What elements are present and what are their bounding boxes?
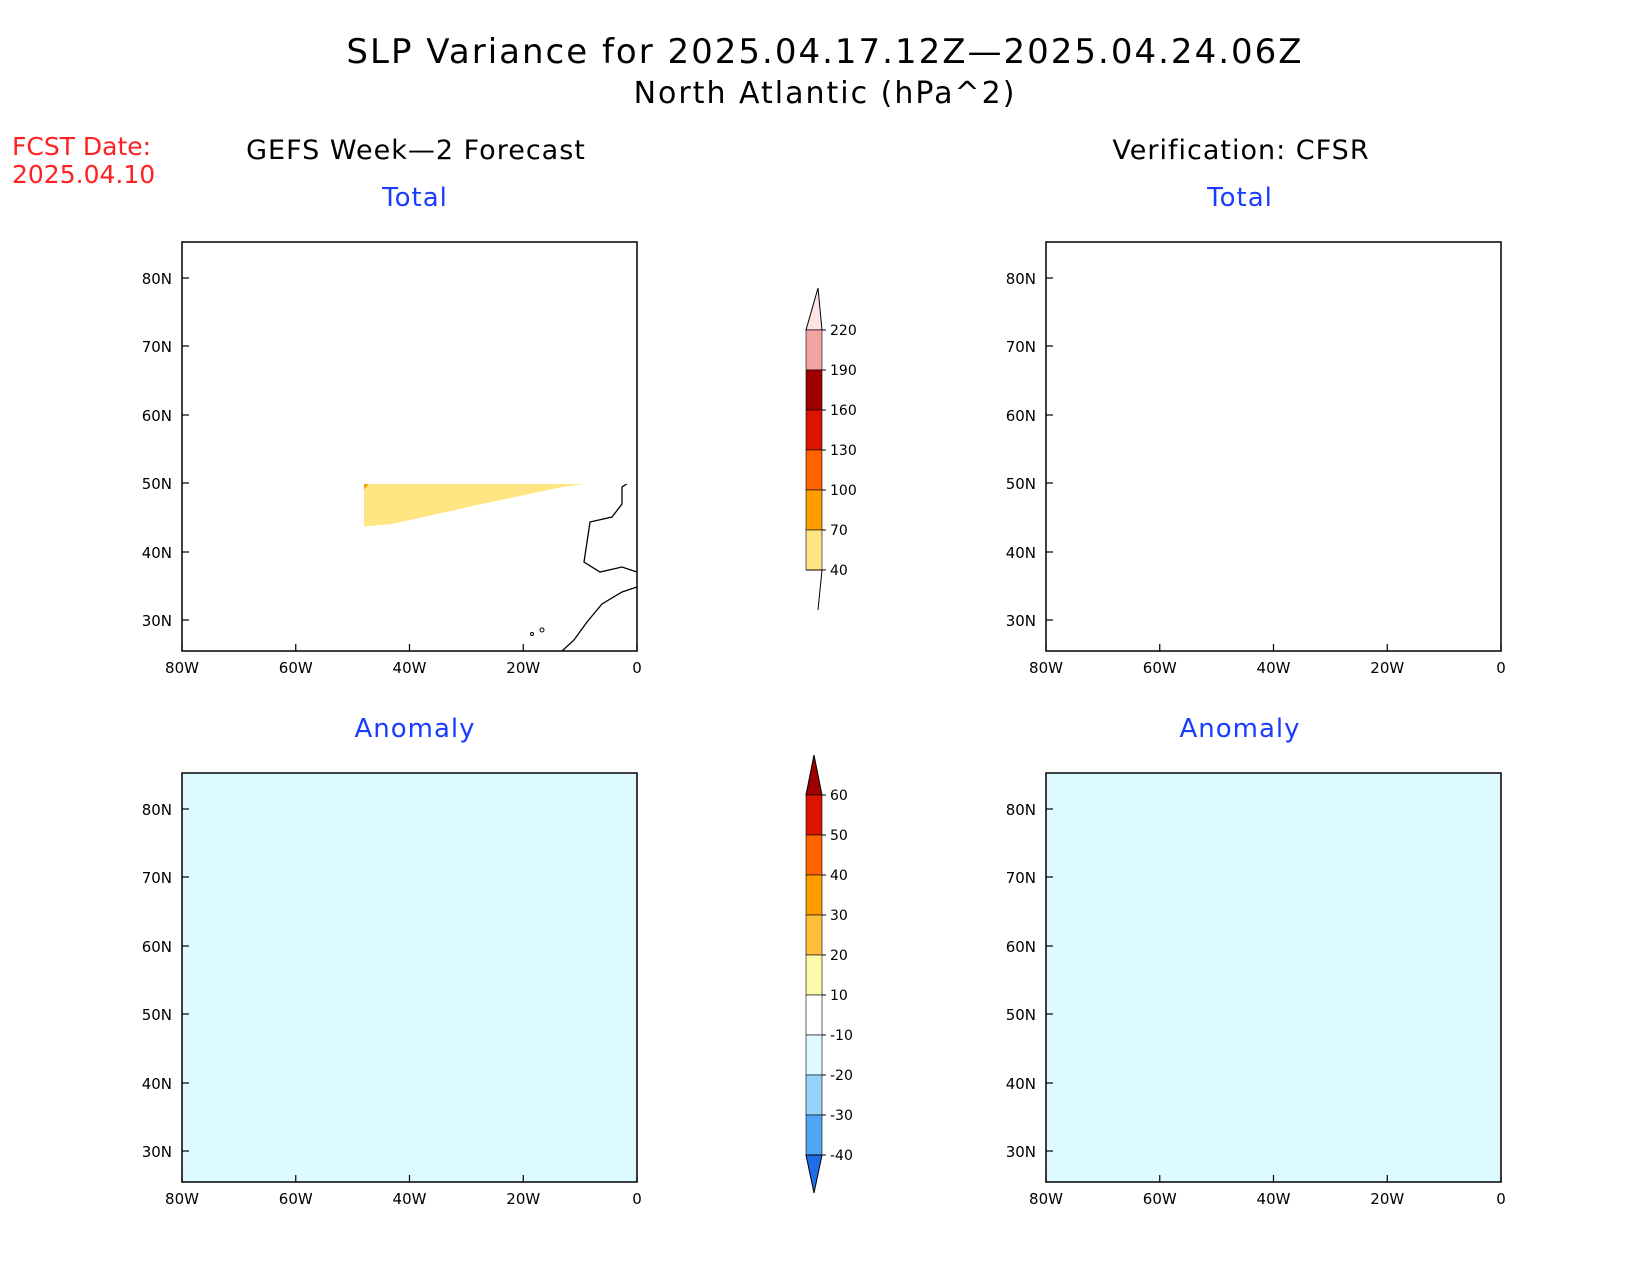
lat-tick-label: 50N xyxy=(1006,475,1036,493)
lat-tick-label: 50N xyxy=(142,475,172,493)
lon-tick-label: 60W xyxy=(279,1190,313,1208)
lat-tick-label: 60N xyxy=(1006,938,1036,956)
lon-tick-label: 80W xyxy=(165,659,199,677)
colorbar-anomaly-swatch xyxy=(805,1074,823,1116)
colorbar-anomaly-swatch xyxy=(805,874,823,916)
lat-tick-label: 40N xyxy=(1006,1075,1036,1093)
colorbar-anomaly-swatch xyxy=(805,954,823,996)
colorbar-anomaly-label: 60 xyxy=(830,788,848,804)
lon-tick-label: 60W xyxy=(1143,659,1177,677)
lon-tick-label: 60W xyxy=(1143,1190,1177,1208)
lat-tick-label: 40N xyxy=(142,544,172,562)
lat-tick-label: 30N xyxy=(142,1143,172,1161)
colorbar-total-bottom-arrow xyxy=(806,569,823,611)
colorbar-total-swatch xyxy=(805,449,823,491)
lat-tick-label: 80N xyxy=(1006,270,1036,288)
lat-tick-label: 30N xyxy=(142,612,172,630)
colorbar-anomaly-label: -20 xyxy=(830,1068,853,1084)
lon-tick-label: 60W xyxy=(279,659,313,677)
colorbar-total-label: 220 xyxy=(830,323,857,339)
lat-tick-label: 60N xyxy=(1006,407,1036,425)
lon-tick-label: 40W xyxy=(1257,1190,1291,1208)
colorbar-total-swatch xyxy=(805,329,823,371)
colorbar-anomaly-swatch xyxy=(805,994,823,1036)
panel-title-verification-total: Total xyxy=(1207,183,1273,213)
panel-title-verification-anomaly: Anomaly xyxy=(1179,714,1301,744)
colorbar-anomaly-bottom-arrow xyxy=(805,1154,823,1194)
lon-tick-label: 80W xyxy=(1029,1190,1063,1208)
lat-tick-label: 80N xyxy=(1006,801,1036,819)
column-heading-forecast: GEFS Week—2 Forecast xyxy=(246,135,586,166)
colorbar-total-label: 160 xyxy=(830,403,857,419)
lat-tick-label: 80N xyxy=(142,270,172,288)
lat-tick-label: 30N xyxy=(1006,612,1036,630)
lon-tick-label: 0 xyxy=(1496,1190,1506,1208)
colorbar-anomaly-label: 40 xyxy=(830,868,848,884)
map-axes: 80W 60W 40W 20W 0 80N 70N 60N 50N 40N 30N 80W 60W 40W… xyxy=(142,270,1506,1208)
colorbar-anomaly-label: 20 xyxy=(830,948,848,964)
colorbar-anomaly-label: -10 xyxy=(830,1028,853,1044)
panel-title-forecast-total: Total xyxy=(382,183,448,213)
fcst-date-label: FCST Date: xyxy=(12,132,152,161)
lat-tick-label: 80N xyxy=(142,801,172,819)
lon-tick-label: 0 xyxy=(632,659,642,677)
colorbar-anomaly-swatch xyxy=(805,1114,823,1156)
colorbar-anomaly-label: 50 xyxy=(830,828,848,844)
colorbar-total-label: 40 xyxy=(830,563,848,579)
colorbar-anomaly-label: 30 xyxy=(830,908,848,924)
lon-tick-label: 20W xyxy=(506,659,540,677)
colorbar-total-swatch xyxy=(805,369,823,411)
figure-subtitle: North Atlantic (hPa^2) xyxy=(633,76,1017,111)
colorbar-total-label: 190 xyxy=(830,363,857,379)
lat-tick-label: 40N xyxy=(1006,544,1036,562)
colorbar-total: 220 190 160 130 100 70 40 xyxy=(805,287,857,611)
map-forecast-total xyxy=(181,241,638,652)
colorbar-total-label: 70 xyxy=(830,523,848,539)
lat-tick-label: 70N xyxy=(1006,338,1036,356)
lon-tick-label: 0 xyxy=(1496,659,1506,677)
lat-tick-label: 30N xyxy=(1006,1143,1036,1161)
colorbar-anomaly-label: -40 xyxy=(830,1148,853,1164)
lat-tick-label: 60N xyxy=(142,407,172,425)
lat-tick-label: 70N xyxy=(1006,869,1036,887)
lon-tick-label: 20W xyxy=(506,1190,540,1208)
colorbar-total-label: 100 xyxy=(830,483,857,499)
map-verification-total xyxy=(1045,241,1502,652)
lat-tick-label: 50N xyxy=(1006,1006,1036,1024)
colorbar-anomaly-swatch xyxy=(805,794,823,836)
map-forecast-anomaly xyxy=(181,772,638,1183)
lon-tick-label: 20W xyxy=(1370,659,1404,677)
lon-tick-label: 40W xyxy=(393,1190,427,1208)
lon-tick-label: 80W xyxy=(165,1190,199,1208)
colorbar-anomaly-swatch xyxy=(805,1034,823,1076)
panel-title-forecast-anomaly: Anomaly xyxy=(354,714,476,744)
colorbar-anomaly-top-arrow xyxy=(805,754,823,796)
lon-tick-label: 20W xyxy=(1370,1190,1404,1208)
map-verification-anomaly xyxy=(1045,772,1502,1183)
colorbar-total-label: 130 xyxy=(830,443,857,459)
lat-tick-label: 70N xyxy=(142,338,172,356)
fcst-date-value: 2025.04.10 xyxy=(12,160,156,189)
colorbar-anomaly: 60 50 40 30 20 10 -10 -20 -30 -40 xyxy=(805,754,853,1194)
colorbar-total-swatch xyxy=(805,409,823,451)
colorbar-total-swatch xyxy=(805,529,823,571)
lon-tick-label: 0 xyxy=(632,1190,642,1208)
lat-tick-label: 70N xyxy=(142,869,172,887)
lat-tick-label: 40N xyxy=(142,1075,172,1093)
lon-tick-label: 80W xyxy=(1029,659,1063,677)
lat-tick-label: 60N xyxy=(142,938,172,956)
colorbar-total-swatch xyxy=(805,489,823,531)
lat-tick-label: 50N xyxy=(142,1006,172,1024)
colorbar-anomaly-label: 10 xyxy=(830,988,848,1004)
colorbar-anomaly-swatch xyxy=(805,914,823,956)
colorbar-anomaly-label: -30 xyxy=(830,1108,853,1124)
lon-tick-label: 40W xyxy=(393,659,427,677)
colorbar-anomaly-swatch xyxy=(805,834,823,876)
figure-title: SLP Variance for 2025.04.17.12Z—2025.04.… xyxy=(346,32,1304,72)
column-heading-verification: Verification: CFSR xyxy=(1112,135,1370,166)
lon-tick-label: 40W xyxy=(1257,659,1291,677)
colorbar-total-top-arrow xyxy=(805,287,823,331)
